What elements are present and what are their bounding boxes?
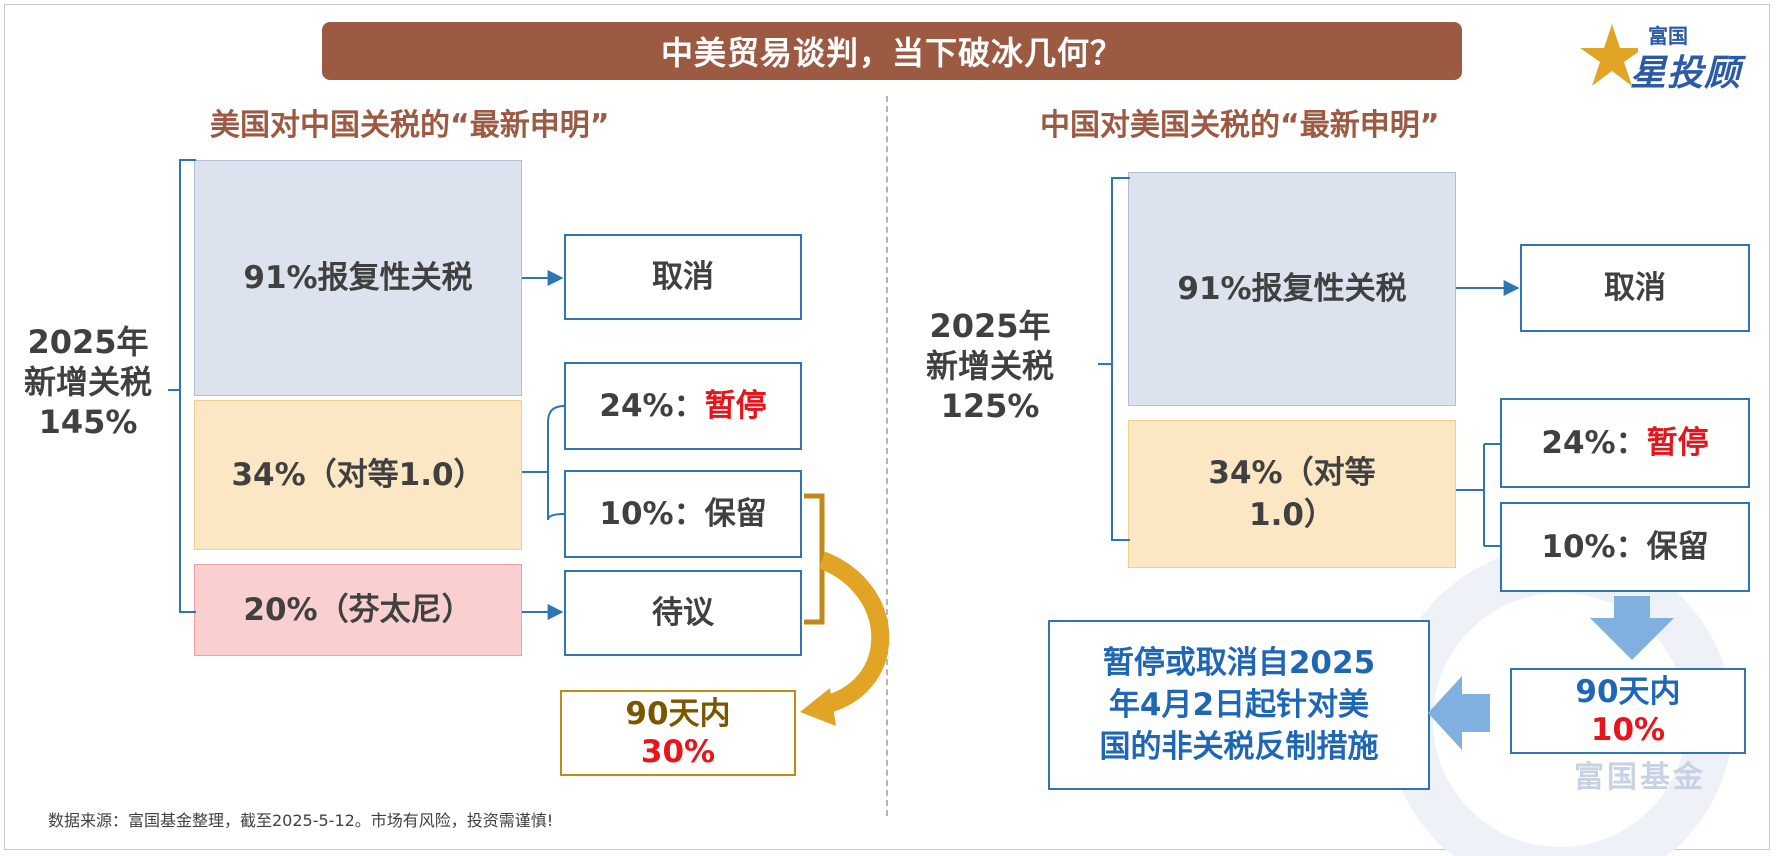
left-retain-status: 保留 (704, 496, 767, 532)
right-measure-box: 暂停或取消自2025 年4月2日起针对美 国的非关税反制措施 (1048, 620, 1430, 790)
right-measure-line3: 国的非关税反制措施 (1099, 729, 1379, 765)
right-total-year: 2025年 (929, 307, 1051, 345)
right-retain-prefix: 10%： (1541, 529, 1647, 565)
right-outcome-cancel: 取消 (1520, 244, 1750, 332)
left-outcome-suspend: 24%： 暂停 (564, 362, 802, 450)
right-suspend-status: 暂停 (1646, 425, 1709, 461)
right-heading: 中国对美国关税的“最新申明” (1040, 108, 1440, 143)
left-total-label: 2025年 新增关税 145% (8, 322, 168, 442)
gold-bracket (804, 493, 825, 625)
right-total-value: 125% (940, 387, 1040, 425)
left-outcome-pending: 待议 (564, 570, 802, 656)
left-brace (168, 159, 196, 613)
down-arrow-icon (1590, 596, 1674, 660)
outer-frame (4, 4, 1770, 850)
logo-small-text: 富国 (1648, 24, 1688, 48)
right-reciprocal-line1: 34%（对等 (1208, 455, 1376, 491)
logo-main-text: 星投顾 (1630, 53, 1742, 94)
left-result-box: 90天内 30% (560, 690, 796, 776)
right-brace (1098, 177, 1130, 541)
left-suspend-status: 暂停 (704, 388, 767, 424)
left-outcome-cancel: 取消 (564, 234, 802, 320)
left-box-reciprocal: 34%（对等1.0） (194, 400, 522, 550)
data-source-footnote: 数据来源：富国基金整理，截至2025-5-12。市场有风险，投资需谨慎! (48, 811, 554, 830)
left-result-rate: 30% (640, 734, 716, 770)
section-divider (886, 96, 888, 816)
right-result-rate: 10% (1590, 712, 1666, 748)
right-box-retaliatory: 91%报复性关税 (1128, 172, 1456, 406)
right-outcome-suspend: 24%： 暂停 (1500, 398, 1750, 488)
left-outcome-retain: 10%： 保留 (564, 470, 802, 558)
right-measure-line2: 年4月2日起针对美 (1108, 687, 1370, 723)
left-arrow-icon (1428, 676, 1490, 750)
left-result-period: 90天内 (625, 696, 731, 732)
brand-logo (1578, 18, 1758, 98)
left-suspend-prefix: 24%： (599, 388, 705, 424)
left-total-year: 2025年 (27, 323, 149, 361)
right-result-box: 90天内 10% (1510, 668, 1746, 754)
gold-curved-arrow (817, 551, 890, 715)
left-box-retaliatory: 91%报复性关税 (194, 160, 522, 396)
left-box-fentanyl: 20%（芬太尼） (194, 564, 522, 656)
left-total-value: 145% (38, 403, 138, 441)
left-retain-prefix: 10%： (599, 496, 705, 532)
gold-arrow-head (800, 688, 836, 726)
right-retain-status: 保留 (1646, 529, 1709, 565)
watermark-text: 富国基金 (1574, 760, 1706, 795)
right-suspend-prefix: 24%： (1541, 425, 1647, 461)
right-total-label: 2025年 新增关税 125% (900, 306, 1080, 426)
right-measure-line1: 暂停或取消自2025 (1102, 645, 1376, 681)
star-icon (1580, 24, 1638, 86)
left-split-connector (522, 405, 565, 521)
right-reciprocal-line2: 1.0） (1249, 497, 1335, 533)
right-total-desc: 新增关税 (925, 347, 1054, 385)
page-title: 中美贸易谈判，当下破冰几何？ (322, 22, 1462, 80)
left-total-desc: 新增关税 (23, 363, 152, 401)
right-box-reciprocal: 34%（对等 1.0） (1128, 420, 1456, 568)
right-result-period: 90天内 (1575, 674, 1681, 710)
left-heading: 美国对中国关税的“最新申明” (210, 108, 610, 143)
right-split-connector (1456, 443, 1500, 547)
right-outcome-retain: 10%： 保留 (1500, 502, 1750, 592)
